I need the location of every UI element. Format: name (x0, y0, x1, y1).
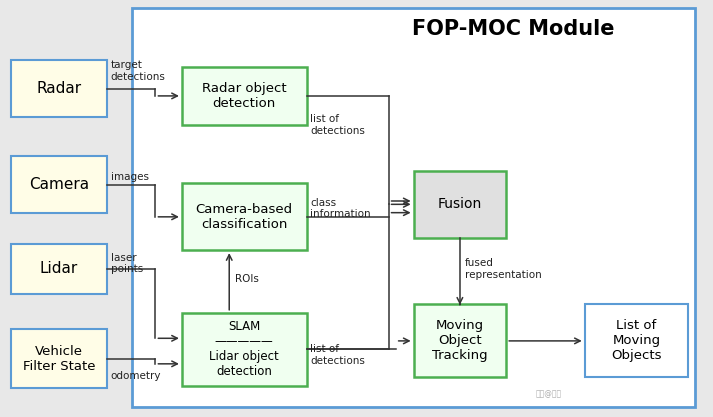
Text: List of
Moving
Objects: List of Moving Objects (611, 319, 662, 362)
FancyBboxPatch shape (11, 244, 107, 294)
Text: Radar object
detection: Radar object detection (202, 82, 287, 110)
FancyBboxPatch shape (585, 304, 688, 377)
Text: target
detections: target detections (111, 60, 165, 82)
FancyBboxPatch shape (182, 313, 307, 386)
Text: ROIs: ROIs (235, 274, 259, 284)
FancyBboxPatch shape (414, 304, 506, 377)
FancyBboxPatch shape (414, 171, 506, 238)
FancyBboxPatch shape (182, 183, 307, 250)
Text: Moving
Object
Tracking: Moving Object Tracking (432, 319, 488, 362)
Text: list of
detections: list of detections (310, 114, 365, 136)
FancyBboxPatch shape (11, 329, 107, 388)
FancyBboxPatch shape (132, 8, 695, 407)
Text: list of
detections: list of detections (310, 344, 365, 366)
Text: fused
representation: fused representation (465, 258, 542, 280)
FancyBboxPatch shape (11, 156, 107, 213)
Text: Radar: Radar (36, 81, 81, 96)
FancyBboxPatch shape (11, 60, 107, 117)
Text: odometry: odometry (111, 371, 161, 381)
Text: SLAM
—————
Lidar object
detection: SLAM ————— Lidar object detection (210, 320, 279, 378)
Text: 知乎@费沼: 知乎@费沼 (536, 389, 562, 399)
Text: Fusion: Fusion (438, 197, 482, 211)
FancyBboxPatch shape (182, 67, 307, 125)
Text: class
information: class information (310, 198, 371, 219)
Text: Vehicle
Filter State: Vehicle Filter State (23, 344, 95, 373)
Text: Camera: Camera (29, 177, 89, 192)
Text: FOP-MOC Module: FOP-MOC Module (412, 19, 615, 39)
Text: images: images (111, 172, 148, 182)
Text: laser
points: laser points (111, 253, 143, 274)
Text: Lidar: Lidar (40, 261, 78, 276)
Text: Camera-based
classification: Camera-based classification (195, 203, 293, 231)
